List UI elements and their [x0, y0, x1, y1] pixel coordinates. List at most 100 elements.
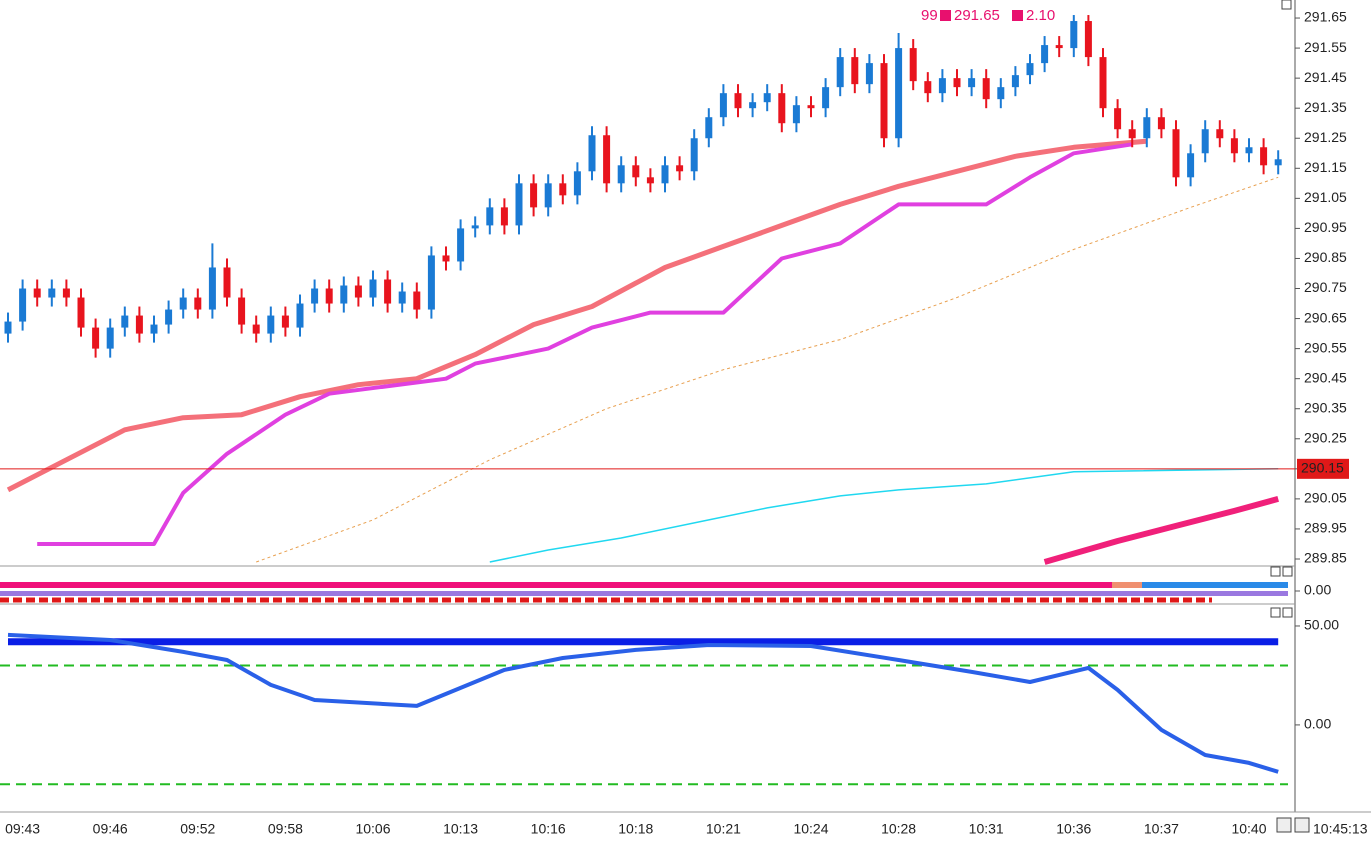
candle-body — [1041, 45, 1049, 64]
candle-body — [909, 48, 917, 82]
candle-body — [1099, 57, 1107, 109]
candle-body — [340, 285, 348, 304]
candle-body — [1026, 63, 1034, 76]
candle-body — [471, 225, 479, 229]
candle-body — [150, 324, 158, 334]
last-price-label: 290.15 — [1301, 460, 1344, 476]
overlay-line — [489, 468, 1279, 563]
panel-button[interactable] — [1270, 566, 1281, 577]
candle-body — [106, 327, 114, 349]
candle-body — [895, 48, 903, 139]
y-tick-label: 290.05 — [1304, 490, 1347, 506]
candle-body — [4, 321, 12, 334]
candle-body — [442, 255, 450, 262]
x-tick-label: 10:21 — [706, 821, 741, 837]
panel-button[interactable] — [1282, 607, 1293, 618]
candle-body — [1274, 159, 1282, 166]
x-tick-label: 10:40 — [1231, 821, 1266, 837]
y-tick-label: 289.95 — [1304, 520, 1347, 536]
time-stamp: 10:45:13 — [1313, 821, 1368, 837]
candle-body — [427, 255, 435, 310]
overlay-line — [1043, 496, 1279, 565]
candle-body — [296, 303, 304, 328]
y-tick-label: 0.00 — [1304, 582, 1331, 598]
candle-body — [238, 297, 246, 325]
candle-body — [165, 309, 173, 325]
panel-button[interactable] — [1281, 0, 1292, 10]
candle-body — [982, 78, 990, 100]
strip-band — [1112, 582, 1142, 588]
candle-body — [1143, 117, 1151, 139]
x-tick-label: 09:46 — [93, 821, 128, 837]
candle-body — [822, 87, 830, 109]
y-tick-label: 290.65 — [1304, 309, 1347, 325]
zoom-button[interactable] — [1276, 817, 1292, 833]
candle-body — [559, 183, 567, 196]
candle-body — [1055, 45, 1063, 49]
candle-body — [661, 165, 669, 184]
candle-body — [690, 138, 698, 172]
x-tick-label: 10:36 — [1056, 821, 1091, 837]
strip-band — [0, 582, 1112, 588]
overlay-line — [6, 138, 1148, 493]
candle-body — [544, 183, 552, 208]
x-tick-label: 09:52 — [180, 821, 215, 837]
y-tick-label: 291.25 — [1304, 129, 1347, 145]
candle-body — [369, 279, 377, 298]
last-price-box — [1297, 458, 1349, 479]
candle-body — [530, 183, 538, 208]
y-tick-label: 289.85 — [1304, 550, 1347, 566]
candle-body — [836, 57, 844, 88]
x-tick-label: 10:28 — [881, 821, 916, 837]
x-tick-label: 10:37 — [1144, 821, 1179, 837]
oscillator-line — [7, 632, 1279, 774]
header-square — [940, 10, 951, 21]
y-tick-label: 291.65 — [1304, 9, 1347, 25]
candle-body — [1245, 147, 1253, 154]
candle-body — [486, 207, 494, 226]
candle-body — [807, 105, 815, 109]
candle-body — [880, 63, 888, 139]
candle-body — [1172, 129, 1180, 178]
y-tick-label: 290.75 — [1304, 279, 1347, 295]
candle-body — [267, 315, 275, 334]
zoom-button[interactable] — [1294, 817, 1310, 833]
panel-button[interactable] — [1270, 607, 1281, 618]
candle-body — [281, 315, 289, 328]
candle-body — [1128, 129, 1136, 139]
candle-body — [705, 117, 713, 139]
candle-body — [778, 93, 786, 124]
x-tick-label: 10:06 — [355, 821, 390, 837]
candle-body — [1216, 129, 1224, 139]
candle-body — [33, 288, 41, 298]
candle-body — [1011, 75, 1019, 88]
candle-body — [734, 93, 742, 109]
x-tick-label: 10:24 — [793, 821, 828, 837]
header-count: 99 — [921, 7, 938, 24]
candle-body — [208, 267, 216, 310]
x-tick-label: 10:31 — [969, 821, 1004, 837]
y-tick-label: 290.55 — [1304, 339, 1347, 355]
candle-body — [646, 177, 654, 184]
candle-body — [617, 165, 625, 184]
y-tick-label: 291.45 — [1304, 69, 1347, 85]
x-tick-label: 10:16 — [531, 821, 566, 837]
candle-body — [1157, 117, 1165, 130]
candle-body — [1114, 108, 1122, 130]
panel-button[interactable] — [1282, 566, 1293, 577]
candle-body — [573, 171, 581, 196]
candle-body — [311, 288, 319, 304]
candle-body — [968, 78, 976, 88]
y-tick-label: 50.00 — [1304, 617, 1339, 633]
y-tick-label: 290.25 — [1304, 429, 1347, 445]
candle-body — [92, 327, 100, 349]
candle-body — [413, 291, 421, 310]
candle-body — [325, 288, 333, 304]
candle-body — [179, 297, 187, 310]
candle-body — [354, 285, 362, 298]
header-square — [1012, 10, 1023, 21]
candle-body — [676, 165, 684, 172]
candle-body — [252, 324, 260, 334]
candle-body — [1084, 21, 1092, 58]
